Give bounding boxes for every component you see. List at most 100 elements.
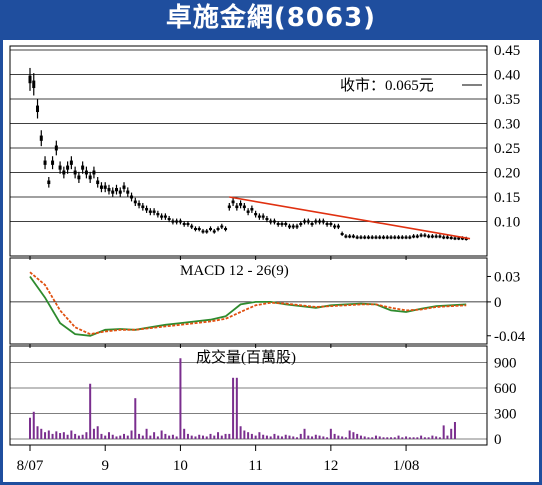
price-candle-body: [137, 203, 141, 206]
price-candle-body: [43, 160, 47, 165]
volume-bar: [374, 435, 377, 439]
volume-bar: [141, 435, 144, 439]
x-tick-label: 1/08: [393, 458, 420, 474]
volume-bar: [29, 417, 31, 439]
price-candle-body: [389, 236, 393, 239]
price-candle-body: [457, 237, 461, 240]
price-candle-body: [122, 185, 126, 189]
volume-bar: [427, 437, 430, 439]
price-candle-body: [111, 190, 115, 194]
price-candle-body: [69, 160, 73, 165]
x-tick-label: 10: [173, 458, 188, 474]
price-candle-body: [430, 235, 434, 238]
volume-bar: [51, 433, 54, 439]
price-candle-body: [382, 236, 386, 239]
price-candle-body: [216, 228, 220, 231]
volume-bar: [205, 436, 208, 439]
volume-bar: [378, 436, 381, 439]
volume-bar: [149, 435, 152, 439]
volume-bar: [171, 434, 174, 439]
macd-tick-label: 0.03: [494, 269, 520, 285]
price-candle-body: [133, 200, 137, 204]
price-candle-body: [178, 220, 182, 223]
price-candle-body: [51, 160, 55, 165]
price-candle-body: [118, 190, 122, 194]
price-candle-body: [303, 220, 307, 223]
price-candle-body: [171, 220, 175, 223]
price-candle-body: [254, 213, 258, 216]
volume-bar: [107, 432, 110, 439]
price-candle-body: [193, 228, 197, 231]
volume-bar: [92, 428, 95, 439]
panel-border-0: [9, 45, 488, 257]
macd-series-signal: [29, 271, 467, 336]
price-candle-body: [227, 205, 231, 209]
volume-bar: [442, 425, 445, 439]
price-candle-body: [449, 237, 453, 240]
volume-bar: [111, 434, 114, 439]
macd-panel: 0.03 0 -0.04: [9, 257, 526, 345]
price-candle-body: [385, 236, 389, 239]
x-tick-label: 12: [323, 458, 338, 474]
price-candle-body: [366, 236, 370, 239]
price-candle-body: [408, 236, 412, 239]
volume-bar: [356, 433, 359, 439]
price-candle-body: [318, 220, 322, 223]
price-candle-body: [272, 220, 276, 223]
price-candle-body: [209, 228, 213, 231]
price-candle-body: [32, 80, 36, 89]
price-candle-body: [197, 228, 201, 231]
volume-tick-label: 600: [494, 381, 517, 397]
volume-bar: [397, 435, 400, 439]
price-candle-body: [39, 135, 43, 141]
price-tick-label: 0.15: [494, 190, 520, 206]
price-candle-body: [235, 205, 239, 209]
price-candle-body: [148, 210, 152, 213]
price-candle-body: [295, 225, 299, 228]
price-candle-body: [269, 220, 273, 223]
volume-bar: [352, 432, 355, 439]
volume-bar: [341, 436, 344, 439]
price-candle-body: [205, 230, 209, 233]
volume-bar: [232, 377, 235, 439]
volume-bar: [239, 426, 242, 439]
volume-bar: [265, 435, 268, 439]
price-tick-label: 0.10: [494, 215, 520, 231]
price-candle-body: [306, 220, 310, 223]
macd-series-macd: [29, 275, 467, 337]
volume-bar: [318, 435, 321, 439]
price-candle-body: [47, 180, 51, 185]
price-candle-body: [231, 200, 235, 204]
price-candle-body: [242, 205, 246, 209]
volume-bar: [74, 433, 77, 439]
price-candle-body: [224, 228, 228, 231]
volume-bar: [40, 428, 43, 439]
volume-bar: [329, 428, 332, 439]
x-axis: 8/07 9 10 11 12 1/08: [10, 256, 487, 474]
price-candle-body: [190, 225, 194, 228]
volume-bar: [344, 437, 347, 439]
volume-bar: [390, 437, 393, 439]
price-tick-label: 0.35: [494, 92, 520, 108]
price-candle-body: [73, 170, 77, 175]
price-candle-body: [355, 236, 359, 239]
volume-bar: [386, 437, 389, 439]
volume-bar: [284, 434, 287, 439]
price-candle-body: [453, 237, 457, 240]
price-tick-label: 0.40: [494, 68, 520, 84]
volume-bar: [423, 437, 426, 439]
volume-bar: [228, 433, 231, 439]
volume-bar: [247, 432, 250, 439]
volume-bar: [130, 430, 133, 439]
volume-bar: [280, 436, 283, 439]
price-tick-label: 0.20: [494, 166, 520, 182]
price-candle-body: [160, 215, 164, 218]
macd-tick-label: -0.04: [494, 329, 526, 345]
volume-bar: [59, 433, 62, 439]
volume-label: 成交量(百萬股): [196, 348, 296, 366]
price-candle-body: [280, 223, 284, 226]
price-candle-body: [464, 238, 468, 241]
price-candle-body: [419, 234, 423, 237]
volume-bar: [453, 422, 456, 439]
price-candle-body: [445, 236, 449, 239]
